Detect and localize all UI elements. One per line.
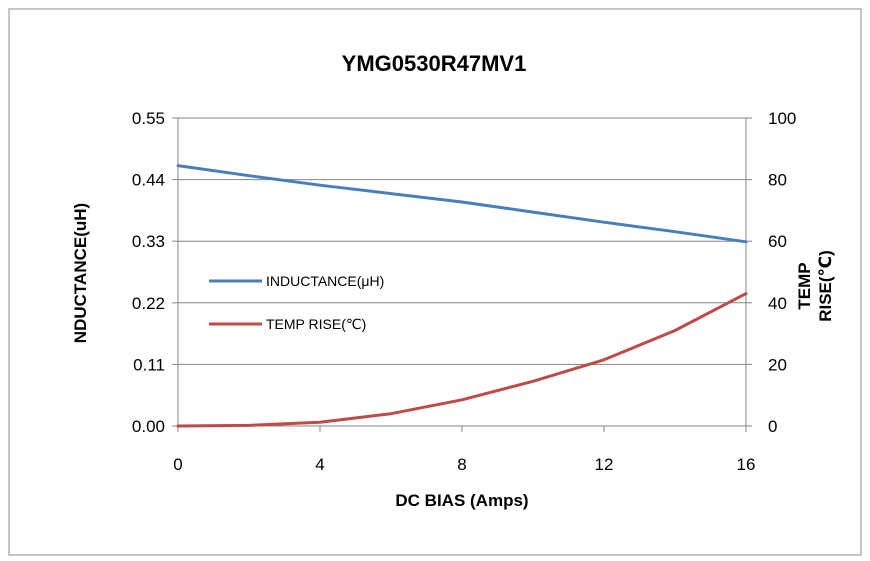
axes — [172, 117, 752, 432]
y2-axis-title-line-2: RISE(℃) — [816, 250, 835, 322]
y-axis-title: NDUCTANCE(uH) — [71, 203, 90, 343]
y2-axis-title-line-1: TEMP — [795, 262, 814, 309]
legend: INDUCTANCE(μH) TEMP RISE(℃) — [209, 273, 384, 332]
y2-axis-title: TEMP RISE(℃) — [795, 250, 835, 322]
y-tick-label: 0.33 — [132, 232, 165, 251]
legend-label-temp-rise: TEMP RISE(℃) — [266, 316, 366, 332]
y2-tick-label: 100 — [768, 109, 796, 128]
y-tick-label: 0.44 — [132, 171, 165, 190]
x-tick-label: 0 — [173, 455, 182, 474]
y-tick-label: 0.22 — [132, 294, 165, 313]
x-tick-label: 4 — [315, 455, 324, 474]
y2-tick-label: 60 — [768, 232, 787, 251]
chart-frame — [8, 8, 862, 556]
tick-labels: 0.00 0.11 0.22 0.33 0.44 0.55 0 20 40 60 80 100 0 4 8 1… — [132, 109, 796, 474]
y2-tick-label: 0 — [768, 417, 777, 436]
legend-label-inductance: INDUCTANCE(μH) — [266, 273, 384, 289]
x-tick-label: 16 — [737, 455, 756, 474]
y2-tick-label: 40 — [768, 294, 787, 313]
y-tick-label: 0.55 — [132, 109, 165, 128]
y2-tick-label: 20 — [768, 355, 787, 374]
chart-title: YMG0530R47MV1 — [342, 51, 527, 76]
x-tick-label: 8 — [457, 455, 466, 474]
x-axis-title: DC BIAS (Amps) — [395, 491, 528, 510]
y2-tick-label: 80 — [768, 171, 787, 190]
y-tick-label: 0.11 — [133, 355, 165, 374]
series-line-inductance — [176, 164, 748, 244]
y-tick-label: 0.00 — [132, 417, 165, 436]
series-lines — [176, 164, 748, 428]
series-line-temp-rise — [176, 292, 748, 428]
x-tick-label: 12 — [595, 455, 614, 474]
